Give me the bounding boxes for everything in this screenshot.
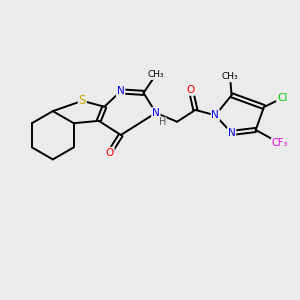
Text: O: O (187, 85, 195, 95)
Text: CH₃: CH₃ (222, 73, 238, 82)
Text: N: N (117, 86, 124, 96)
Text: N: N (152, 108, 160, 118)
Text: CF₃: CF₃ (272, 138, 288, 148)
Text: N: N (228, 128, 236, 138)
Text: O: O (106, 148, 114, 158)
Text: CH₃: CH₃ (148, 70, 164, 79)
Text: H: H (159, 117, 166, 127)
Text: S: S (79, 94, 86, 107)
Text: Cl: Cl (277, 93, 287, 103)
Text: N: N (212, 110, 219, 120)
